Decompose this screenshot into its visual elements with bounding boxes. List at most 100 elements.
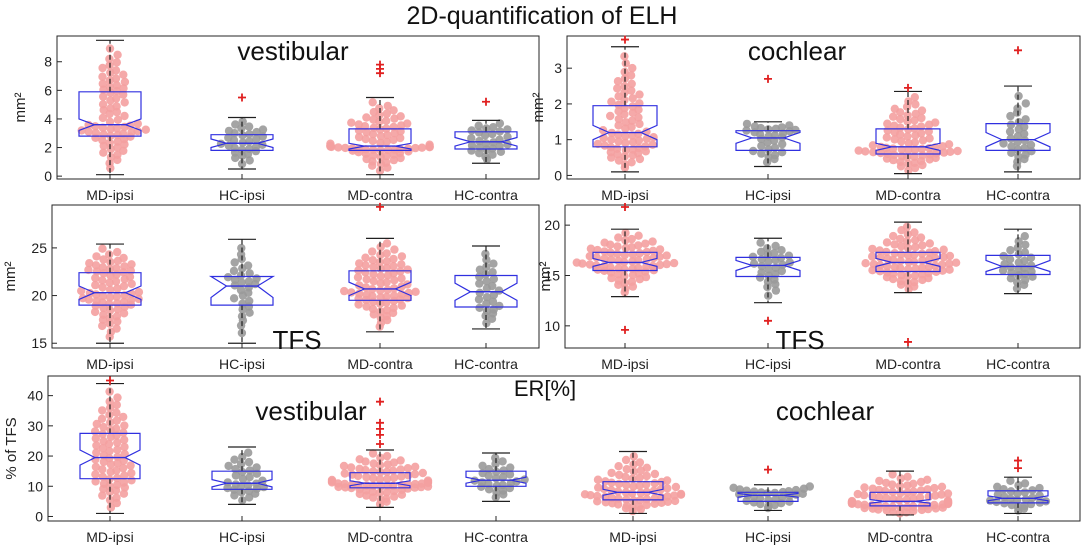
data-point — [354, 300, 363, 309]
data-point — [382, 278, 391, 287]
data-point — [488, 268, 497, 277]
data-point — [1020, 248, 1030, 257]
data-point — [375, 475, 385, 484]
data-point — [119, 90, 128, 99]
box-body — [875, 128, 941, 155]
data-point — [474, 295, 484, 304]
data-point — [341, 143, 350, 153]
data-point — [376, 272, 385, 281]
data-point — [627, 86, 636, 95]
data-point — [635, 249, 644, 258]
box-group-md-contra — [340, 202, 420, 333]
data-point — [600, 247, 609, 256]
data-point — [403, 464, 413, 473]
x-tick-label: HC-contra — [464, 529, 528, 545]
data-point — [98, 123, 108, 132]
data-point — [237, 278, 246, 287]
data-point — [126, 461, 135, 470]
box-group-md-ipsi — [79, 376, 141, 515]
data-point — [777, 148, 787, 157]
data-point — [106, 503, 116, 512]
data-point — [585, 260, 595, 269]
data-point — [245, 296, 254, 306]
data-point — [98, 79, 108, 88]
box-body — [987, 490, 1049, 504]
data-point — [923, 475, 932, 484]
data-point — [112, 102, 121, 111]
data-point — [868, 252, 877, 261]
data-point — [847, 496, 857, 506]
data-point — [90, 427, 100, 436]
data-point — [91, 261, 101, 270]
data-point — [236, 250, 246, 259]
data-point — [382, 137, 391, 146]
data-point — [621, 138, 630, 148]
data-point — [757, 149, 766, 158]
y-tick-label: 20 — [31, 288, 47, 304]
data-point — [382, 451, 392, 461]
y-axis-label: mm² — [2, 262, 19, 292]
data-point — [498, 472, 508, 482]
data-point — [613, 77, 623, 86]
data-point — [91, 280, 100, 290]
data-point — [112, 312, 122, 321]
data-point — [1005, 127, 1015, 136]
outlier-marker — [904, 83, 912, 92]
x-tick-label: MD-contra — [347, 529, 413, 545]
data-point — [91, 434, 101, 443]
data-point — [91, 470, 100, 479]
data-point — [105, 397, 114, 406]
data-point — [614, 121, 623, 130]
data-point — [119, 70, 128, 79]
x-tick-label: MD-contra — [875, 187, 941, 203]
data-point — [411, 462, 420, 471]
data-point — [999, 139, 1008, 148]
data-point — [662, 251, 671, 260]
data-point — [91, 128, 101, 138]
data-point — [1020, 479, 1030, 488]
data-point — [868, 141, 878, 150]
data-point — [911, 243, 920, 252]
panel-label-cochlear: cochlear — [748, 36, 847, 66]
panel-er-percent: % of TFS 0 10 20 30 40 MD-ipsi HC-ipsi MD-contr… — [3, 375, 1081, 545]
data-point — [113, 137, 122, 146]
data-point — [481, 152, 490, 161]
data-point — [763, 244, 772, 253]
data-point — [488, 150, 497, 159]
data-point — [112, 292, 122, 301]
data-point — [606, 111, 615, 121]
outlier-marker — [376, 202, 384, 211]
box-group-hc-ipsi — [210, 93, 274, 170]
y-axis-label-text: mm² — [537, 262, 554, 292]
data-point — [1027, 261, 1036, 270]
outlier-marker — [904, 337, 912, 346]
box-body — [210, 134, 274, 151]
y-tick-label: 6 — [44, 82, 52, 98]
x-tick-label: MD-ipsi — [601, 356, 648, 372]
box-group-hc-contra — [985, 228, 1051, 295]
data-point — [382, 263, 391, 273]
data-point — [764, 271, 774, 280]
data-point — [397, 260, 406, 269]
data-point — [876, 148, 885, 158]
data-point — [369, 115, 378, 124]
data-point — [478, 461, 487, 470]
data-point — [348, 470, 357, 479]
data-point — [1020, 275, 1030, 285]
data-point — [410, 469, 420, 479]
data-point — [224, 126, 234, 136]
data-point — [474, 128, 484, 137]
x-tick-label: MD-contra — [867, 529, 933, 545]
data-point — [663, 484, 672, 493]
outlier-marker — [1014, 464, 1022, 473]
data-point — [369, 262, 378, 272]
data-point — [112, 424, 121, 433]
outlier-marker — [621, 35, 629, 44]
data-point — [642, 471, 651, 481]
data-point — [784, 487, 793, 496]
data-point — [112, 264, 121, 273]
data-point — [911, 100, 920, 109]
data-point — [92, 296, 101, 306]
data-point — [634, 241, 643, 250]
data-point — [120, 111, 129, 121]
